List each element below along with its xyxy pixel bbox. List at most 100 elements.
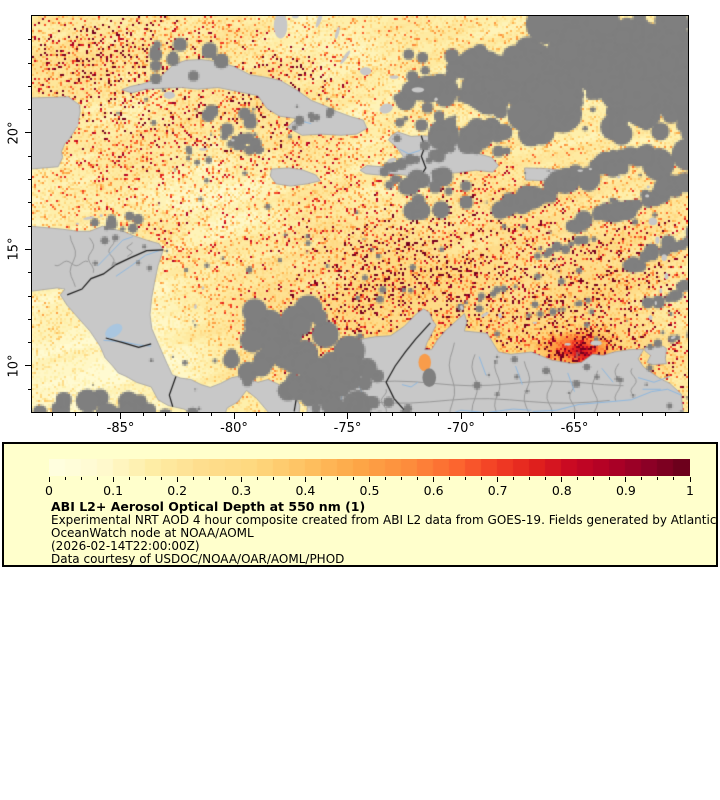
y-axis-tick-label: 15° (6, 237, 22, 261)
colorbar-minor-tick (417, 477, 419, 480)
map-frame (31, 15, 689, 413)
x-axis-tick-label: -75° (333, 421, 362, 436)
colorbar-minor-tick (673, 477, 675, 480)
colorbar-major-tick (625, 477, 627, 482)
x-axis-minor-tick (256, 413, 258, 416)
x-axis-minor-tick (97, 413, 99, 416)
x-axis-major-tick (347, 413, 349, 419)
x-axis-tick-label: -65° (560, 421, 589, 436)
colorbar-minor-tick (272, 477, 274, 480)
colorbar-minor-tick (64, 477, 66, 480)
colorbar-tick-label: 0.8 (551, 483, 572, 498)
colorbar-tick-label: 0.2 (167, 483, 188, 498)
colorbar-major-tick (112, 477, 114, 482)
colorbar-tick-label: 0.6 (423, 483, 444, 498)
y-axis-minor-tick (28, 39, 31, 41)
colorbar-minor-tick (593, 477, 595, 480)
x-axis-minor-tick (551, 413, 553, 416)
x-axis-tick-label: -70° (447, 421, 475, 436)
colorbar-major-tick (689, 477, 691, 482)
colorbar-tick-label: 0 (45, 483, 53, 498)
aod-map-image (32, 16, 688, 412)
x-axis-minor-tick (51, 413, 53, 416)
y-axis-minor-tick (28, 179, 31, 181)
colorbar-minor-tick (160, 477, 162, 480)
x-axis-tick-label: -85° (106, 421, 135, 436)
colorbar-major-tick (48, 477, 50, 482)
colorbar-minor-tick (224, 477, 226, 480)
colorbar-major-tick (433, 477, 435, 482)
legend-line-2: OceanWatch node at NOAA/AOML (51, 526, 254, 540)
colorbar-minor-tick (352, 477, 354, 480)
x-axis-major-tick (460, 413, 462, 419)
x-axis-minor-tick (528, 413, 530, 416)
x-axis-minor-tick (210, 413, 212, 416)
x-axis-minor-tick (619, 413, 621, 416)
x-axis-minor-tick (188, 413, 190, 416)
y-axis-major-tick (25, 132, 31, 134)
y-axis-minor-tick (28, 295, 31, 297)
x-axis-minor-tick (437, 413, 439, 416)
x-axis-minor-tick (642, 413, 644, 416)
x-axis-major-tick (120, 413, 122, 419)
colorbar-minor-tick (288, 477, 290, 480)
y-axis-major-tick (25, 365, 31, 367)
colorbar-image (49, 459, 690, 476)
x-axis-minor-tick (165, 413, 167, 416)
x-axis-minor-tick (369, 413, 371, 416)
y-axis-minor-tick (28, 388, 31, 390)
legend-line-3: (2026-02-14T22:00:00Z) (51, 539, 200, 553)
colorbar-tick-label: 1 (686, 483, 694, 498)
y-axis-minor-tick (28, 155, 31, 157)
colorbar-tick-label: 0.9 (615, 483, 636, 498)
y-axis-minor-tick (28, 109, 31, 111)
legend-title: ABI L2+ Aerosol Optical Depth at 550 nm … (51, 499, 366, 514)
colorbar-tick-label: 0.5 (359, 483, 380, 498)
legend-box: 0 0.1 0.2 0.3 0.4 0.5 0.6 0.7 0.8 0.9 1 ABI L2+ Ae… (2, 442, 718, 567)
x-axis-minor-tick (301, 413, 303, 416)
colorbar-minor-tick (529, 477, 531, 480)
y-axis-minor-tick (28, 342, 31, 344)
colorbar-minor-tick (545, 477, 547, 480)
colorbar-minor-tick (385, 477, 387, 480)
colorbar-minor-tick (96, 477, 98, 480)
colorbar-minor-tick (256, 477, 258, 480)
y-axis-tick-label: 10° (6, 354, 22, 378)
colorbar-minor-tick (481, 477, 483, 480)
x-axis-minor-tick (596, 413, 598, 416)
colorbar-tick-label: 0.1 (103, 483, 124, 498)
colorbar-minor-tick (336, 477, 338, 480)
colorbar-tick-label: 0.7 (487, 483, 508, 498)
x-axis-minor-tick (278, 413, 280, 416)
legend-line-4: Data courtesy of USDOC/NOAA/OAR/AOML/PHO… (51, 552, 345, 566)
colorbar-minor-tick (657, 477, 659, 480)
colorbar-minor-tick (144, 477, 146, 480)
colorbar-minor-tick (449, 477, 451, 480)
colorbar-major-tick (369, 477, 370, 482)
x-axis-major-tick (574, 413, 576, 419)
colorbar-minor-tick (577, 477, 579, 480)
legend-line-1: Experimental NRT AOD 4 hour composite cr… (51, 513, 717, 527)
colorbar-minor-tick (208, 477, 210, 480)
colorbar-minor-tick (192, 477, 194, 480)
colorbar-minor-tick (320, 477, 322, 480)
x-axis-minor-tick (74, 413, 76, 416)
colorbar-minor-tick (641, 477, 643, 480)
x-axis-minor-tick (415, 413, 417, 416)
colorbar-tick-label: 0.4 (295, 483, 316, 498)
y-axis-minor-tick (28, 225, 31, 227)
x-axis-minor-tick (392, 413, 394, 416)
colorbar-minor-tick (128, 477, 130, 480)
x-axis-minor-tick (505, 413, 507, 416)
y-axis-minor-tick (28, 85, 31, 87)
x-axis-minor-tick (483, 413, 485, 416)
colorbar-major-tick (176, 477, 178, 482)
x-axis-minor-tick (664, 413, 666, 416)
colorbar-minor-tick (465, 477, 467, 480)
colorbar-tick-label: 0.3 (231, 483, 252, 498)
colorbar-major-tick (304, 477, 306, 482)
colorbar-minor-tick (609, 477, 611, 480)
colorbar-minor-tick (80, 477, 82, 480)
colorbar-minor-tick (513, 477, 515, 480)
x-axis-tick-label: -80° (220, 421, 248, 436)
